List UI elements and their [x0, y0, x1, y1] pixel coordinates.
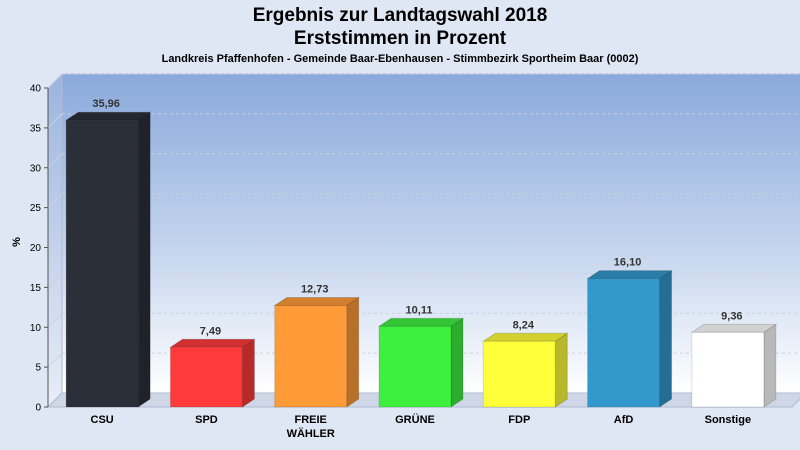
- value-label: 9,36: [721, 310, 742, 322]
- bar: [691, 331, 765, 408]
- bar-side: [450, 317, 464, 408]
- y-tick-label: 30: [30, 163, 42, 174]
- value-label: 16,10: [614, 257, 642, 269]
- plot-area: 0 5 10 15 20 25 30 35 40 35,96 CSU 7,49 SPD 12,73 FREI…: [30, 72, 800, 440]
- bar-top: [585, 270, 674, 280]
- x-tick-label: AfD: [614, 414, 634, 426]
- x-tick-label: FDP: [508, 414, 530, 426]
- y-tick-label: 20: [30, 243, 42, 254]
- y-tick-label: 35: [30, 123, 42, 134]
- grid-line-side: [47, 273, 63, 288]
- grid-line-side: [47, 193, 63, 208]
- grid-line-side: [47, 153, 63, 169]
- x-tick-label: Sonstige: [705, 414, 751, 426]
- y-tick-label: 10: [30, 323, 42, 334]
- bar-top: [377, 317, 465, 327]
- y-tick-label: 40: [30, 84, 42, 95]
- bar-top: [168, 338, 257, 348]
- chart-title-2: Erststimmen in Prozent: [293, 28, 507, 49]
- bar-side: [137, 111, 151, 408]
- bar-top: [690, 323, 778, 333]
- grid-line-side: [47, 73, 63, 89]
- value-label: 12,73: [301, 283, 329, 295]
- grid-line-side: [47, 352, 63, 368]
- value-label: 7,49: [200, 325, 221, 337]
- bar-top: [64, 111, 152, 121]
- y-tick-label: 0: [35, 403, 41, 414]
- bar-side: [659, 269, 673, 408]
- bar: [65, 119, 139, 408]
- bar: [378, 325, 452, 408]
- bar: [587, 278, 661, 408]
- y-tick-label: 25: [30, 203, 42, 214]
- y-axis-label: %: [11, 237, 23, 247]
- grid-line-side: [47, 233, 63, 248]
- grid-line-side: [47, 113, 63, 129]
- bar-side: [763, 323, 777, 408]
- bar: [482, 340, 556, 408]
- bar-side: [554, 332, 568, 408]
- x-tick-label: FREIE WÄHLER: [287, 414, 335, 440]
- bar: [274, 304, 348, 408]
- y-tick-label: 5: [35, 363, 41, 374]
- title-block: Ergebnis zur Landtagswahl 2018 Erststimm…: [0, 4, 800, 65]
- x-tick-label: CSU: [91, 414, 114, 426]
- bar-side: [346, 296, 360, 408]
- y-tick-label: 15: [30, 283, 42, 294]
- x-tick-label: GRÜNE: [395, 413, 435, 426]
- value-label: 8,24: [513, 319, 535, 331]
- value-label: 35,96: [92, 98, 120, 110]
- x-tick-label: SPD: [195, 414, 218, 426]
- grid-line-side: [47, 312, 63, 328]
- bar-top: [481, 332, 569, 342]
- chart-title: Ergebnis zur Landtagswahl 2018: [252, 5, 548, 26]
- bar-top: [273, 296, 361, 306]
- value-label: 10,11: [406, 304, 433, 316]
- bar: [169, 346, 243, 408]
- bar-side: [241, 338, 255, 408]
- chart-subtitle: Landkreis Pfaffenhofen - Gemeinde Baar-E…: [161, 53, 639, 65]
